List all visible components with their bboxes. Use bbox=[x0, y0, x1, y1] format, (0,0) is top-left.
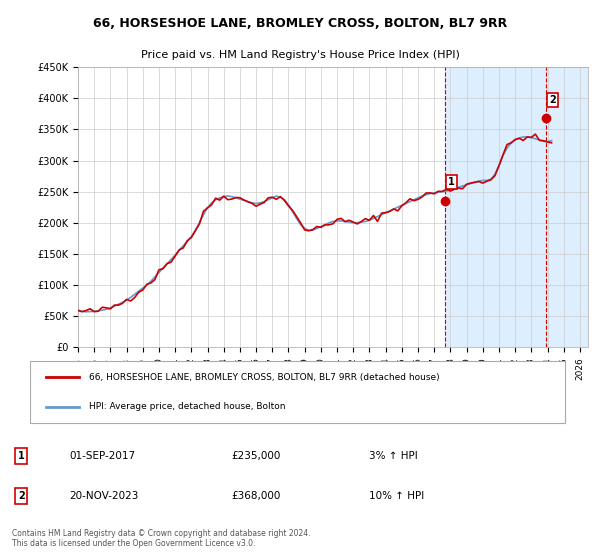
Text: 1: 1 bbox=[18, 451, 25, 461]
Text: Contains HM Land Registry data © Crown copyright and database right 2024.
This d: Contains HM Land Registry data © Crown c… bbox=[12, 529, 311, 548]
Text: 66, HORSESHOE LANE, BROMLEY CROSS, BOLTON, BL7 9RR (detached house): 66, HORSESHOE LANE, BROMLEY CROSS, BOLTO… bbox=[89, 373, 440, 382]
Text: 2: 2 bbox=[18, 491, 25, 501]
Text: 66, HORSESHOE LANE, BROMLEY CROSS, BOLTON, BL7 9RR: 66, HORSESHOE LANE, BROMLEY CROSS, BOLTO… bbox=[93, 17, 507, 30]
Text: 2: 2 bbox=[549, 95, 556, 105]
Bar bbox=[445, 67, 588, 347]
Text: £368,000: £368,000 bbox=[231, 491, 280, 501]
Text: 01-SEP-2017: 01-SEP-2017 bbox=[70, 451, 136, 461]
Text: 1: 1 bbox=[448, 178, 455, 188]
Text: Price paid vs. HM Land Registry's House Price Index (HPI): Price paid vs. HM Land Registry's House … bbox=[140, 50, 460, 60]
Text: 3% ↑ HPI: 3% ↑ HPI bbox=[369, 451, 418, 461]
FancyBboxPatch shape bbox=[30, 361, 565, 423]
Text: £235,000: £235,000 bbox=[231, 451, 280, 461]
Text: HPI: Average price, detached house, Bolton: HPI: Average price, detached house, Bolt… bbox=[89, 402, 286, 411]
Text: 20-NOV-2023: 20-NOV-2023 bbox=[70, 491, 139, 501]
Text: 10% ↑ HPI: 10% ↑ HPI bbox=[369, 491, 424, 501]
